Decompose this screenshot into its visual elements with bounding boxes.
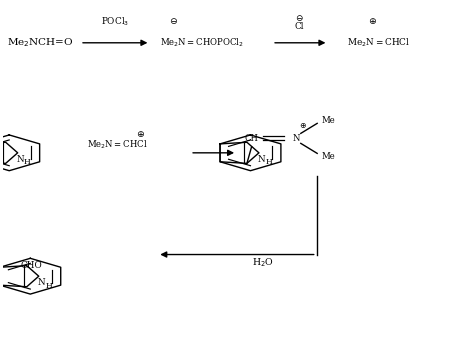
Text: $\oplus$: $\oplus$ <box>299 121 307 129</box>
Text: Me$_2$N$=$CHOPOCl$_2$: Me$_2$N$=$CHOPOCl$_2$ <box>160 37 244 49</box>
Text: N: N <box>258 155 265 164</box>
Text: Me: Me <box>322 116 336 124</box>
Text: Me$_2$NCH=O: Me$_2$NCH=O <box>8 36 74 49</box>
Text: N: N <box>38 279 46 287</box>
Text: N: N <box>292 134 300 143</box>
Text: Me$_2$N$=$CHCl: Me$_2$N$=$CHCl <box>347 37 410 49</box>
Text: $\oplus$: $\oplus$ <box>368 16 377 26</box>
Text: POCl$_3$: POCl$_3$ <box>101 15 129 28</box>
Text: H: H <box>24 158 31 166</box>
Text: $\oplus$: $\oplus$ <box>137 129 146 139</box>
Text: CHO: CHO <box>20 261 42 270</box>
Text: Cl: Cl <box>294 22 304 31</box>
Text: Me: Me <box>322 152 336 161</box>
Text: $\ominus$: $\ominus$ <box>295 13 304 23</box>
Text: H: H <box>45 281 52 290</box>
Text: N: N <box>17 155 24 164</box>
Text: $\ominus$: $\ominus$ <box>169 16 178 26</box>
Text: H$_2$O: H$_2$O <box>252 257 273 269</box>
Text: Me$_2$N$=$CHCl: Me$_2$N$=$CHCl <box>87 138 148 151</box>
Text: H: H <box>265 158 272 166</box>
Text: CH: CH <box>245 134 258 143</box>
